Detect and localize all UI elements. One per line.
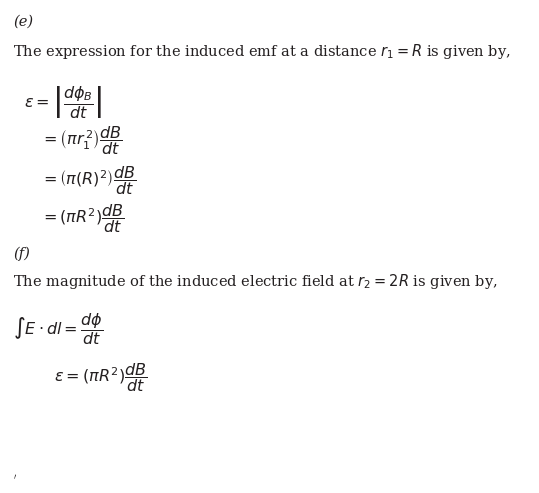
Text: The expression for the induced emf at a distance $r_1 = R$ is given by,: The expression for the induced emf at a … <box>13 42 512 61</box>
Text: (e): (e) <box>13 15 33 29</box>
Text: (f): (f) <box>13 246 30 261</box>
Text: $= \left(\pi \left(R\right)^2\right)\dfrac{dB}{dt}$: $= \left(\pi \left(R\right)^2\right)\dfr… <box>40 164 137 197</box>
Text: $= \left(\pi r_1^{\,2}\right)\dfrac{dB}{dt}$: $= \left(\pi r_1^{\,2}\right)\dfrac{dB}{… <box>40 124 123 157</box>
Text: $= \left(\pi R^2\right)\dfrac{dB}{dt}$: $= \left(\pi R^2\right)\dfrac{dB}{dt}$ <box>40 202 125 235</box>
Text: The magnitude of the induced electric field at $r_2 = 2R$ is given by,: The magnitude of the induced electric fi… <box>13 272 498 291</box>
Text: $\varepsilon = \left(\pi R^2\right)\dfrac{dB}{dt}$: $\varepsilon = \left(\pi R^2\right)\dfra… <box>54 361 147 394</box>
Text: $\int E \cdot dl = \dfrac{d\phi}{dt}$: $\int E \cdot dl = \dfrac{d\phi}{dt}$ <box>13 311 103 347</box>
Text: $\varepsilon = \left|\dfrac{d\phi_B}{dt}\right|$: $\varepsilon = \left|\dfrac{d\phi_B}{dt}… <box>24 84 103 120</box>
Text: $'$: $'$ <box>13 474 18 484</box>
